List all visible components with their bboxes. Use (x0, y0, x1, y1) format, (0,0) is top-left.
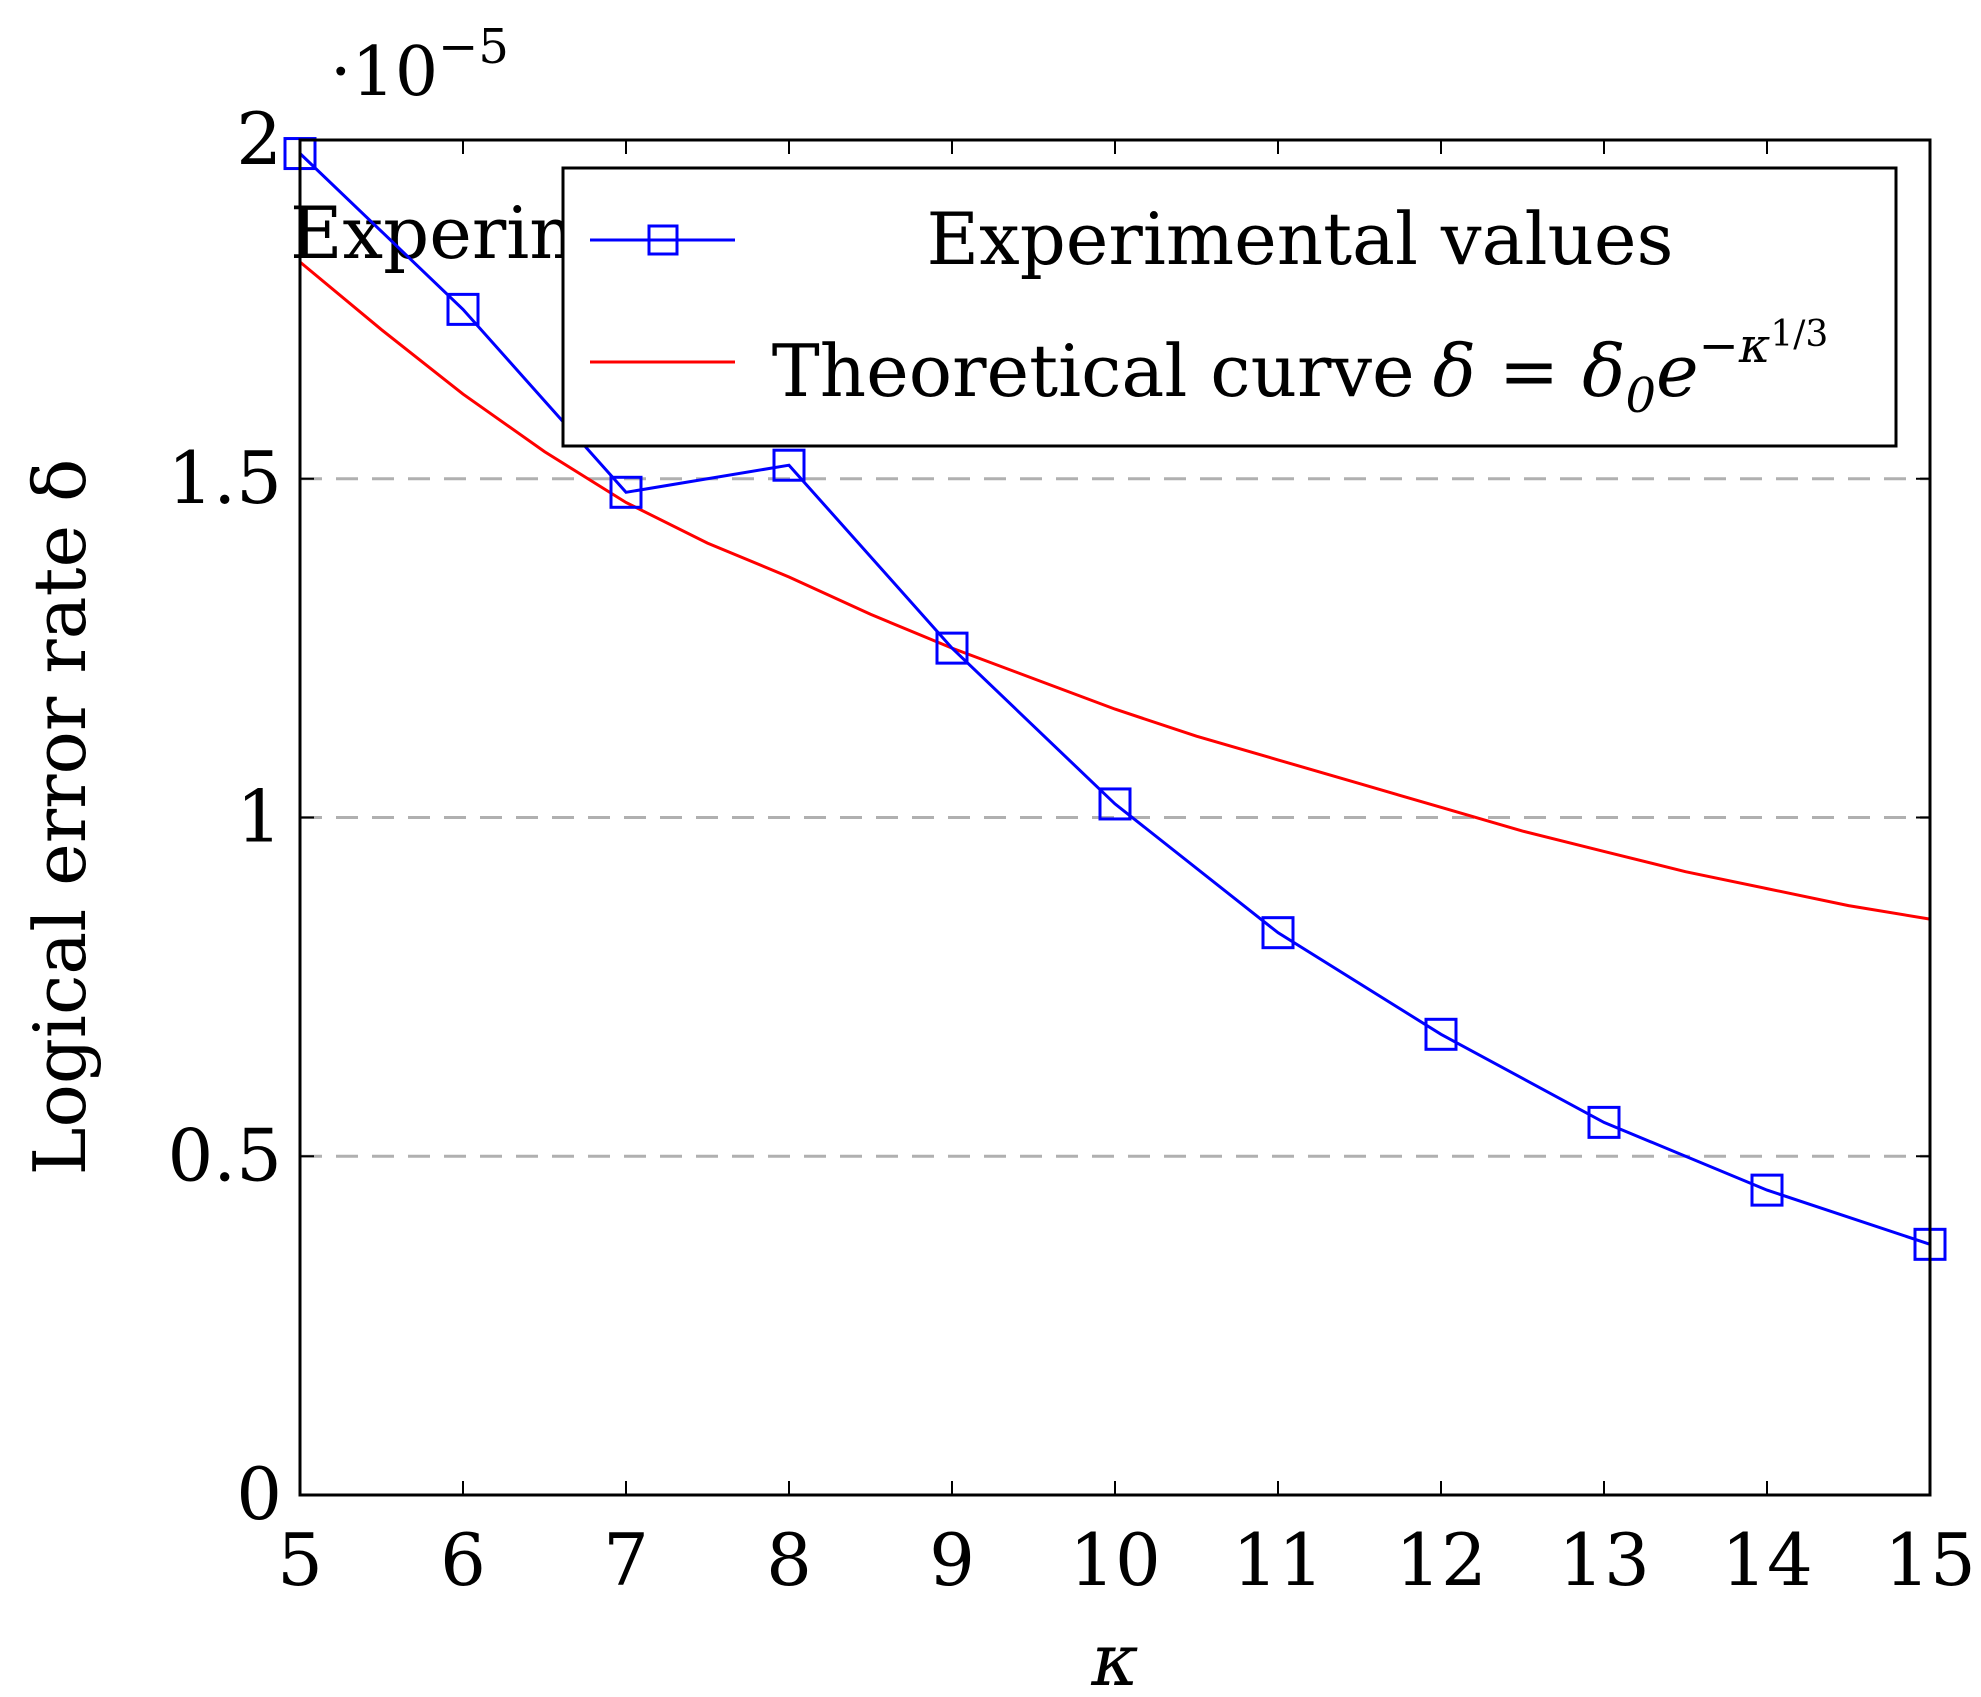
x-tick-label: 13 (1558, 1518, 1650, 1602)
y-tick-label: 2 (236, 97, 282, 181)
experimental-point (1261, 916, 1295, 950)
y-tick-label: 1.5 (167, 436, 282, 520)
x-tick-label: 14 (1721, 1518, 1813, 1602)
x-axis-title: κ (1090, 1618, 1138, 1697)
x-tick-label: 8 (766, 1518, 812, 1602)
experimental-point (1424, 1017, 1458, 1051)
x-tick-label: 6 (440, 1518, 486, 1602)
x-tick-label: 12 (1395, 1518, 1487, 1602)
y-axis-title: Logical error rate δ (18, 459, 102, 1176)
legend-marker-experimental (647, 224, 679, 256)
grid-lines (300, 477, 1930, 1158)
series-theoretical-curve (299, 260, 1931, 921)
x-tick-label: 10 (1069, 1518, 1161, 1602)
x-tick-label: 15 (1884, 1518, 1976, 1602)
y-scale-multiplier: ·10−5 (330, 19, 509, 112)
experimental-point (1587, 1105, 1621, 1139)
legend-label-theoretical: Theoretical curve δ = δ0e−κ1/3 (772, 314, 1829, 424)
legend-box (561, 166, 1898, 448)
experimental-point (772, 448, 806, 482)
experimental-point (1098, 787, 1132, 821)
y-tick-label: 0 (236, 1452, 282, 1536)
x-tick-label: 9 (929, 1518, 975, 1602)
experimental-point (609, 475, 643, 509)
series-layer (283, 137, 1947, 1261)
plot-frame (298, 138, 1932, 1497)
y-tick-label: 0.5 (167, 1113, 282, 1197)
legend: Experimental values Theoretical curve δ =… (561, 166, 1898, 448)
x-tick-label: 11 (1232, 1518, 1324, 1602)
legend-label-experimental: Experimental values (927, 197, 1674, 281)
experimental-point (446, 292, 480, 326)
experimental-point (1750, 1173, 1784, 1207)
x-tick-label: 5 (277, 1518, 323, 1602)
tick-labels: 0 0.5 1 1.5 2 5 6 7 8 9 10 11 12 13 14 15 (167, 97, 1975, 1602)
x-tick-label: 7 (603, 1518, 649, 1602)
overlay-text: Experim (290, 191, 598, 275)
experimental-point (935, 631, 969, 665)
y-tick-label: 1 (236, 775, 282, 859)
